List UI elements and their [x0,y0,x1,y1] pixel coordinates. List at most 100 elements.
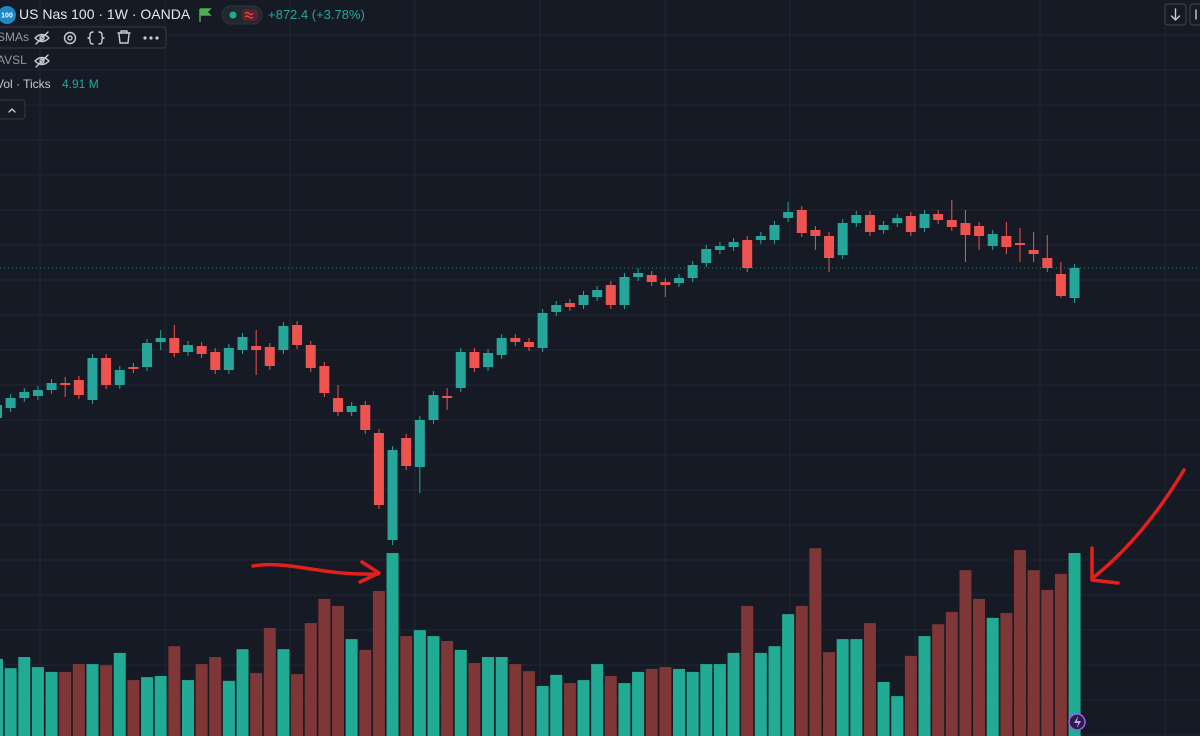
volume-bar [604,676,617,736]
candle-body [824,236,835,258]
volume-bar [700,664,713,736]
candle-body [155,338,166,342]
hide-icon[interactable] [34,54,50,68]
volume-bar [645,668,658,736]
volume-bar [741,605,754,736]
indicator-value: 4.91 M [62,77,99,91]
candle-body [619,277,630,305]
candle-body [551,305,562,312]
candle-body [292,325,303,345]
volume-bar [400,636,413,736]
candle-body [687,265,698,278]
volume-bar [72,664,85,736]
volume-bar [332,605,344,736]
volume-bar [113,652,126,736]
indicator-name[interactable]: AVSL [0,53,27,67]
symbol-badge-text: 100 [1,12,13,19]
volume-bar [18,656,31,736]
volume-bar [577,680,590,736]
candle-body [32,390,43,396]
symbol-title[interactable]: US Nas 100 · 1W · OANDA [19,6,191,22]
candle-body [810,230,821,236]
volume-bar [45,671,58,736]
volume-bar [1014,550,1026,736]
symbol-badge[interactable] [0,6,16,24]
volume-bar [195,664,208,736]
volume-bar [945,611,958,736]
settings-icon[interactable] [63,31,77,45]
candle-body [769,225,780,240]
volume-bar [372,591,385,736]
volume-bar [454,649,467,736]
candle-body [114,370,125,385]
source-icon[interactable] [87,31,105,45]
candle-body [401,438,412,466]
volume-bar [563,683,576,736]
candle-body [796,210,807,233]
alert-icon [1074,716,1081,728]
candle-body [455,352,466,388]
collapse-icon [8,108,16,113]
volume-bar [809,548,822,736]
candle-body [387,450,398,540]
hide-icon[interactable] [34,31,50,45]
indicator-name[interactable]: Vol · Ticks [0,77,51,91]
candle-body [373,433,384,505]
candle-body [919,214,930,228]
candle-body [987,234,998,246]
candle-body [1028,250,1039,254]
candle-body [237,337,248,350]
candle-body [837,223,848,255]
more-icon[interactable] [143,36,159,40]
volume-bar [659,667,672,736]
candle-body [442,396,453,398]
candle-body [196,346,207,354]
price-change: +872.4 (+3.78%) [268,7,365,22]
delete-icon[interactable] [117,30,131,44]
candle-body [605,285,616,305]
volume-bar [863,623,876,736]
volume-bar [823,652,836,736]
maximize-button[interactable] [1189,3,1200,26]
candle-body [1042,258,1053,268]
candle-body [73,380,84,395]
candle-body [933,214,944,220]
candle-body [537,313,548,348]
candle-body [469,352,480,368]
candle-body [905,216,916,232]
delay-icon [244,11,254,19]
volume-bar [891,696,904,736]
candle-body [210,352,221,370]
indicator-name[interactable]: SMAs [0,30,29,44]
volume-bar [850,639,863,736]
market-flag [199,8,212,22]
volume-bar [345,639,358,736]
candle-body [1015,243,1025,245]
volume-bar [768,646,781,736]
candle-body [278,326,289,350]
candle-body [783,212,794,218]
candle-body [728,242,739,247]
volume-bar [522,671,535,736]
candle-body [946,220,957,227]
volume-bar [509,664,522,736]
volume-bar [836,639,849,736]
candle-body [960,223,971,235]
volume-bar [877,681,890,736]
candle-body [128,367,139,369]
volume-bar [100,665,113,736]
candle-body [878,225,889,230]
volume-bar [0,658,3,736]
candle-body [660,282,671,285]
candle-body [428,395,439,420]
volume-bar [441,640,454,736]
candle-body [182,345,193,352]
volume-bar [959,570,972,736]
candle-body [755,236,766,240]
status-dot [229,11,237,19]
volume-bar [318,598,331,736]
volume-bar [236,649,249,736]
volume-bar [304,623,317,736]
